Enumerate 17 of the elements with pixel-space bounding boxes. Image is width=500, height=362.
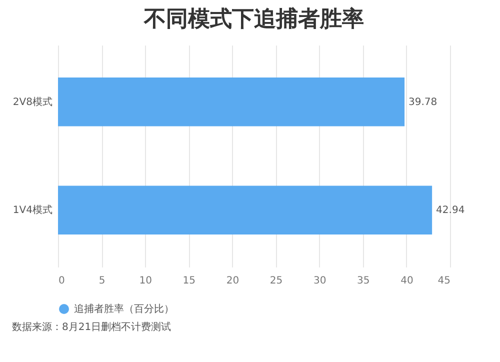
x-tick-label: 45 xyxy=(438,276,450,286)
y-tick-label: 2V8模式 xyxy=(12,96,52,108)
x-tick-label: 10 xyxy=(139,276,152,286)
x-tick-label: 0 xyxy=(58,276,65,286)
x-tick-label: 30 xyxy=(313,276,326,286)
legend-label: 追捕者胜率（百分比） xyxy=(74,303,174,315)
y-tick-label: 1V4模式 xyxy=(12,204,52,216)
x-tick-label: 15 xyxy=(182,276,196,286)
x-tick-label: 20 xyxy=(226,276,240,286)
x-tick-label: 40 xyxy=(400,276,414,286)
chart-title: 不同模式下追捕者胜率 xyxy=(143,6,364,32)
source-note: 数据来源：8月21日删档不计费测试 xyxy=(12,320,172,334)
data-label: 42.94 xyxy=(436,205,465,216)
x-tick-label: 5 xyxy=(98,276,106,286)
data-label: 39.78 xyxy=(408,96,438,108)
x-tick-label: 25 xyxy=(270,276,283,286)
x-tick-label: 35 xyxy=(357,276,370,286)
